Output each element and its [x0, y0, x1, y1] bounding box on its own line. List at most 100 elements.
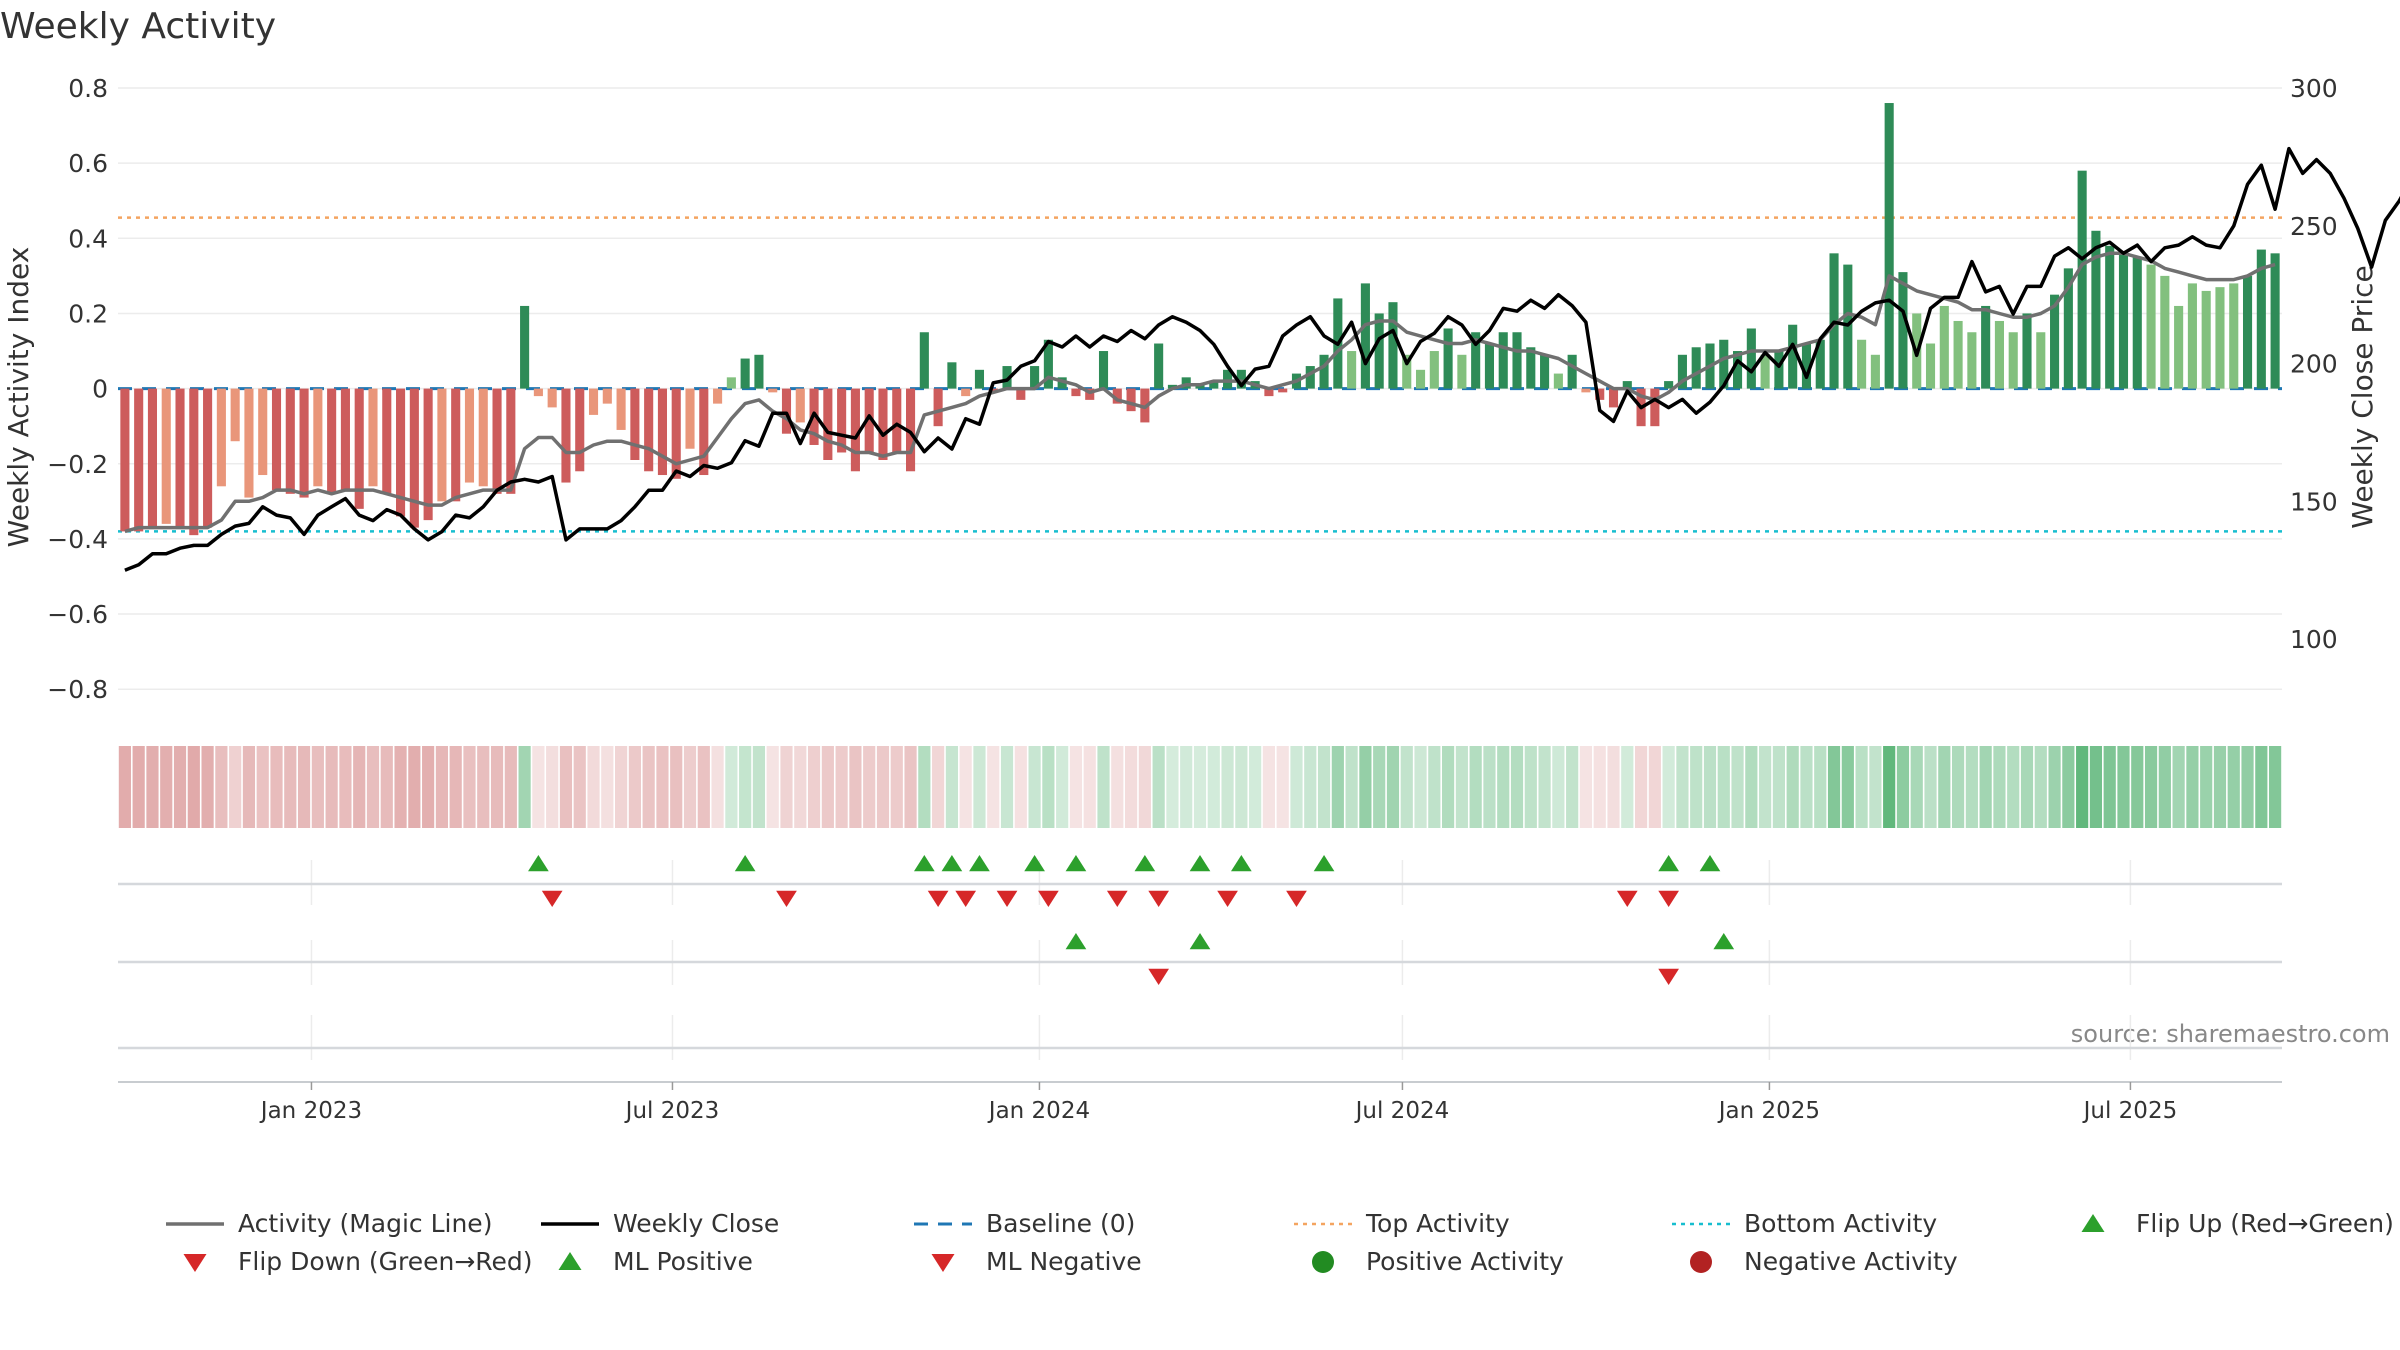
- heat-strip-cell: [1442, 746, 1455, 828]
- heat-strip-cell: [449, 746, 462, 828]
- heat-strip-cell: [601, 746, 614, 828]
- heat-strip-cell: [256, 746, 269, 828]
- x-tick-label: Jul 2023: [624, 1098, 720, 1124]
- activity-bar: [175, 388, 185, 528]
- heat-strip-cell: [1124, 746, 1138, 828]
- heat-strip-cell: [2213, 746, 2227, 828]
- heat-strip-cell: [1745, 746, 1758, 828]
- y-tick-label-right: 150: [2290, 487, 2338, 516]
- heat-strip-cell: [1014, 746, 1027, 828]
- heat-strip-cell: [435, 746, 449, 828]
- y-tick-label-left: 0.4: [68, 224, 108, 253]
- heat-strip-cell: [215, 746, 228, 828]
- heat-strip-cell: [2034, 746, 2047, 828]
- heat-strip-cell: [1634, 746, 1648, 828]
- legend-item-baseline: Baseline (0): [914, 1209, 1135, 1238]
- activity-bar: [1402, 354, 1412, 389]
- heat-strip-cell: [2089, 746, 2103, 828]
- source-note: source: sharemaestro.com: [2071, 1020, 2390, 1048]
- activity-bar: [919, 332, 929, 389]
- flip-up-marker: [1024, 855, 1045, 872]
- ml-negative-marker: [1148, 968, 1169, 985]
- activity-bar: [781, 388, 792, 434]
- heat-strip-cell: [1965, 746, 1978, 828]
- activity-bar: [2118, 253, 2129, 389]
- activity-bar: [533, 388, 543, 397]
- activity-bar: [409, 388, 419, 528]
- heat-strip-cell: [2117, 746, 2130, 828]
- activity-bar: [1884, 103, 1894, 389]
- heat-strip-cell: [821, 746, 834, 828]
- heat-strip-cell: [1855, 746, 1868, 828]
- activity-bar: [1236, 369, 1246, 389]
- heat-strip-cell: [987, 746, 1000, 828]
- heat-strip-cell: [1703, 746, 1717, 828]
- heat-strip-cell: [725, 746, 738, 828]
- activity-bar: [492, 388, 502, 494]
- flip-up-marker: [1231, 855, 1252, 872]
- activity-bar: [161, 388, 171, 524]
- heat-strip-cell: [2241, 746, 2254, 828]
- legend-item-top: Top Activity: [1294, 1209, 1510, 1238]
- heat-strip-cell: [1083, 746, 1096, 828]
- heat-strip-cell: [559, 746, 573, 828]
- heat-strip-cell: [1648, 746, 1661, 828]
- heat-strip-cell: [1414, 746, 1427, 828]
- activity-bar: [464, 388, 475, 483]
- y-tick-label-left: 0: [92, 375, 108, 404]
- legend-label: Positive Activity: [1366, 1247, 1564, 1276]
- y-tick-label-right: 200: [2290, 350, 2338, 379]
- heat-strip-cell: [325, 746, 338, 828]
- heat-strip-cell: [477, 746, 490, 828]
- heat-strip-cell: [1800, 746, 1813, 828]
- activity-bar: [768, 388, 778, 393]
- activity-bar: [382, 388, 392, 494]
- x-axis: Jan 2023 Jul 2023 Jan 2024 Jul 2024 Jan 2025…: [118, 1081, 2282, 1124]
- heat-strip-cell: [780, 746, 793, 828]
- activity-bar: [2036, 332, 2046, 389]
- legend-label: Flip Down (Green→Red): [238, 1247, 533, 1276]
- activity-bar: [1181, 377, 1191, 389]
- activity-bar: [1981, 305, 1991, 389]
- heat-strip-cell: [1579, 746, 1593, 828]
- y-ticks: 0.8 0.6 0.4 0.2 0 −0.2 −0.4 −0.6 −0.8 300 250 200 15…: [47, 74, 2337, 704]
- flip-down-marker: [955, 890, 977, 907]
- activity-bar: [1581, 388, 1591, 393]
- heat-strip-cell: [270, 746, 283, 828]
- heat-strip-cell: [656, 746, 669, 828]
- flip-down-marker: [1616, 890, 1638, 907]
- activity-bar: [1374, 313, 1384, 389]
- heat-strip-cell: [311, 746, 324, 828]
- activity-heat-strip: [118, 746, 2282, 828]
- activity-bar: [1870, 354, 1880, 389]
- activity-bar: [478, 388, 488, 487]
- activity-bar: [1415, 369, 1426, 389]
- legend-swatch-down-triangle: [931, 1254, 955, 1272]
- activity-bar: [216, 388, 226, 487]
- heat-strip-cell: [1042, 746, 1055, 828]
- activity-bar: [1278, 388, 1288, 393]
- heat-strip-cell: [1428, 746, 1441, 828]
- y-tick-label-right: 100: [2290, 625, 2338, 654]
- activity-bar: [1898, 272, 1908, 389]
- activity-bar: [1443, 328, 1453, 389]
- activity-bar: [1498, 332, 1508, 389]
- heat-strip-cell: [1235, 746, 1248, 828]
- flip-down-marker: [927, 890, 949, 907]
- activity-bar: [244, 388, 254, 498]
- legend-label: Baseline (0): [986, 1209, 1135, 1238]
- flip-up-marker: [1699, 855, 1721, 872]
- heat-strip-cell: [1166, 746, 1179, 828]
- activity-bar: [1360, 283, 1370, 389]
- heat-strip-cell: [739, 746, 752, 828]
- activity-bar: [795, 388, 805, 423]
- activity-bar: [2242, 275, 2253, 389]
- heat-strip-cell: [1524, 746, 1537, 828]
- ml-negative-marker: [1658, 968, 1679, 985]
- activity-bar: [2050, 294, 2060, 389]
- legend-label: Weekly Close: [613, 1209, 779, 1238]
- heat-strip-cell: [1814, 746, 1827, 828]
- heat-strip-cell: [1607, 746, 1620, 828]
- heat-strip-cell: [1759, 746, 1772, 828]
- x-tick-label: Jul 2024: [1354, 1098, 1450, 1124]
